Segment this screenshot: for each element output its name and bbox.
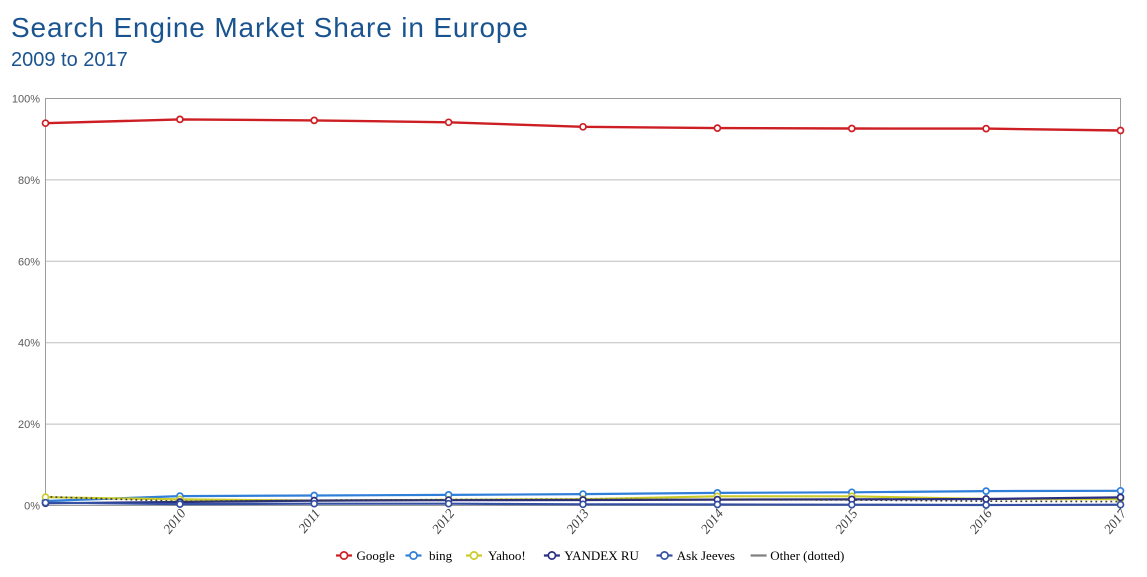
svg-text:YANDEX RU: YANDEX RU bbox=[564, 548, 639, 563]
svg-text:20%: 20% bbox=[18, 419, 40, 431]
svg-text:Yahoo!: Yahoo! bbox=[488, 548, 526, 563]
svg-text:Other (dotted): Other (dotted) bbox=[770, 548, 844, 563]
svg-text:100%: 100% bbox=[12, 94, 40, 106]
svg-text:Search Engine Market Share in: Search Engine Market Share in Europe bbox=[11, 12, 529, 43]
svg-text:bing: bing bbox=[429, 548, 453, 563]
svg-text:Google: Google bbox=[357, 548, 396, 563]
svg-text:0%: 0% bbox=[24, 501, 40, 513]
svg-text:60%: 60% bbox=[18, 256, 40, 268]
svg-text:Ask Jeeves: Ask Jeeves bbox=[677, 548, 735, 563]
svg-text:2009 to 2017: 2009 to 2017 bbox=[11, 49, 128, 71]
svg-text:80%: 80% bbox=[18, 175, 40, 187]
svg-text:40%: 40% bbox=[18, 338, 40, 350]
